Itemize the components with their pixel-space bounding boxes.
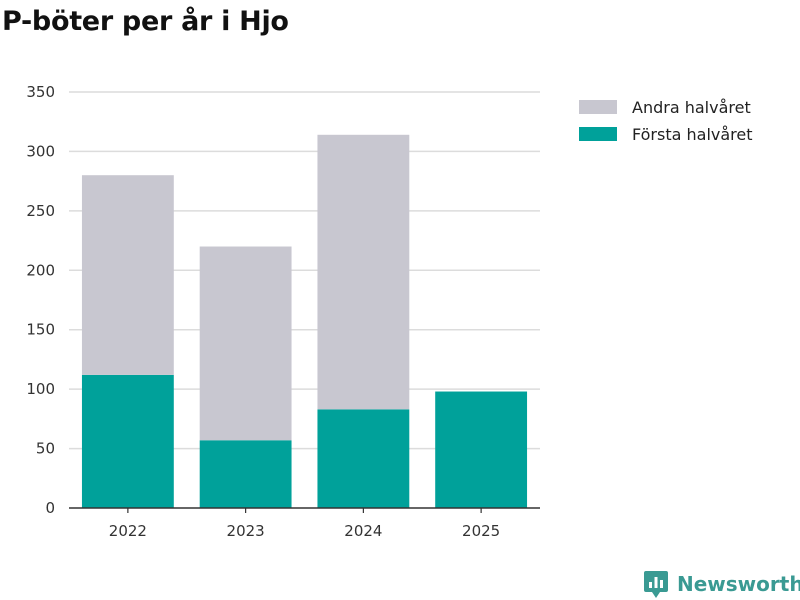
y-tick-label: 100 bbox=[26, 380, 55, 398]
y-tick-label: 0 bbox=[45, 499, 55, 517]
legend-label: Andra halvåret bbox=[632, 98, 751, 117]
bar-2024-forsta bbox=[317, 409, 410, 508]
y-tick-label: 350 bbox=[26, 83, 55, 101]
y-tick-label: 250 bbox=[26, 202, 55, 220]
y-axis-ticks: 0 50 100 150 200 250 300 350 bbox=[26, 83, 55, 517]
bar-2022-forsta bbox=[81, 374, 174, 508]
legend-label: Första halvåret bbox=[632, 125, 753, 144]
bar-2025-forsta bbox=[435, 391, 528, 508]
newsworthy-icon bbox=[644, 571, 668, 598]
y-tick-label: 300 bbox=[26, 142, 55, 160]
bar-2022-andra bbox=[81, 175, 174, 375]
x-tick-label: 2024 bbox=[344, 522, 382, 540]
x-axis-ticks: 2022 2023 2024 2025 bbox=[109, 508, 500, 540]
bar-2023-forsta bbox=[199, 440, 292, 508]
x-tick-label: 2025 bbox=[462, 522, 500, 540]
y-tick-label: 150 bbox=[26, 321, 55, 339]
bar-2023-andra bbox=[199, 246, 292, 441]
legend-swatch bbox=[579, 100, 617, 114]
chart-title: P-böter per år i Hjo bbox=[2, 6, 289, 37]
x-tick-label: 2022 bbox=[109, 522, 147, 540]
newsworthy-logo: Newsworthy bbox=[643, 569, 800, 599]
x-tick-label: 2023 bbox=[227, 522, 265, 540]
legend-swatch bbox=[579, 127, 617, 141]
y-tick-label: 200 bbox=[26, 261, 55, 279]
bars bbox=[81, 134, 528, 508]
y-tick-label: 50 bbox=[36, 440, 55, 458]
bar-2024-andra bbox=[317, 134, 410, 410]
brand-name: Newsworthy bbox=[677, 572, 800, 596]
legend: Andra halvåret Första halvåret bbox=[579, 98, 753, 144]
